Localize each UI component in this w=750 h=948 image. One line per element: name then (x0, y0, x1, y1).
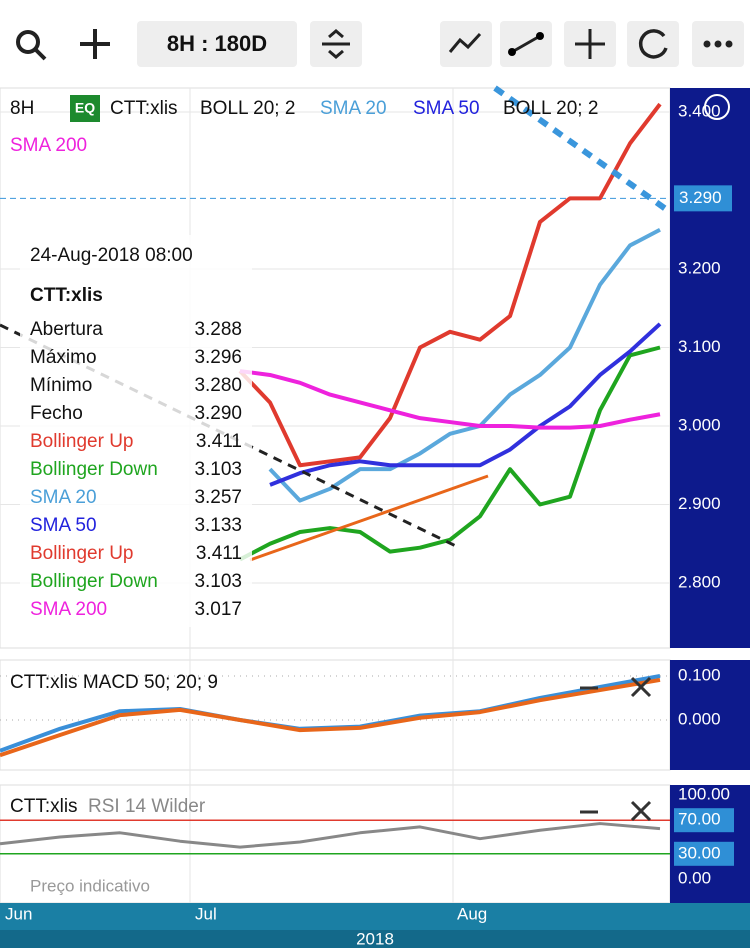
rsi-panel (0, 784, 671, 904)
series-line (269, 322, 662, 487)
tooltip-row-label: Bollinger Up (30, 543, 134, 564)
tooltip-row-label: Abertura (30, 319, 103, 340)
settings-icon[interactable] (704, 94, 730, 120)
series-line (238, 102, 662, 468)
y-tick-label: 30.00 (678, 843, 721, 862)
tooltip-row-value: 3.288 (194, 319, 242, 340)
eq-badge (70, 95, 100, 122)
tooltip-row-value: 3.296 (194, 347, 242, 368)
y-tick-label: 3.400 (678, 101, 721, 120)
tooltip-row-value: 3.103 (194, 459, 242, 480)
series-line (0, 822, 661, 849)
tooltip-row-label: SMA 200 (30, 599, 107, 620)
level-box (674, 841, 734, 866)
refresh-icon (638, 29, 668, 59)
timeframe-label: 8H : 180D (167, 31, 267, 56)
legend-item: BOLL 20; 2 (503, 98, 598, 119)
y-tick-label: 2.800 (678, 572, 721, 591)
tooltip-row-label: Mínimo (30, 375, 92, 396)
legend-item: SMA 50 (413, 98, 480, 119)
y-tick-label: 3.100 (678, 337, 721, 356)
trend-line[interactable] (249, 474, 489, 562)
tooltip (20, 235, 252, 627)
legend-item: SMA 20 (320, 98, 387, 119)
tooltip-row-value: 3.103 (194, 571, 242, 592)
y-tick-label: 3.200 (678, 258, 721, 277)
y-tick-label: 0.100 (678, 665, 721, 684)
tooltip-symbol: CTT:xlis (30, 285, 103, 306)
tooltip-row-value: 3.290 (194, 403, 242, 424)
tooltip-row-value: 3.411 (196, 431, 242, 452)
y-tick-label: 3.000 (678, 415, 721, 434)
price-note: Preço indicativo (30, 876, 150, 895)
month-label: Jul (195, 904, 217, 923)
level-box (674, 808, 734, 833)
tooltip-row-label: Bollinger Up (30, 431, 134, 452)
more-icon (703, 40, 733, 48)
time-axis (0, 903, 750, 930)
tooltip-row-value: 3.017 (194, 599, 242, 620)
tooltip-row-value: 3.280 (194, 375, 242, 396)
legend-interval: 8H (10, 98, 34, 119)
timeframe-button[interactable] (137, 21, 297, 67)
tooltip-row-label: Bollinger Down (30, 459, 158, 480)
add-button[interactable] (80, 29, 110, 59)
tooltip-row-label: SMA 20 (30, 487, 97, 508)
year-bar (0, 930, 750, 948)
tooltip-row-label: Fecho (30, 403, 83, 424)
search-button[interactable] (16, 30, 47, 61)
main-axis (670, 88, 750, 648)
panel-controls[interactable] (580, 676, 652, 822)
draw-icon (508, 32, 544, 56)
tooltip-row-value: 3.257 (194, 487, 242, 508)
series-line (268, 227, 661, 503)
indicators-icon (448, 32, 482, 53)
series-line (239, 369, 661, 430)
tooltip-row-value: 3.133 (194, 515, 242, 536)
eq-badge-label: EQ (75, 100, 95, 116)
tooltip-row-label: Máximo (30, 347, 97, 368)
series-line (239, 345, 661, 562)
month-label: Aug (457, 904, 487, 923)
last-price-box (674, 185, 732, 212)
y-tick-label: 0.00 (678, 868, 711, 887)
tooltip-row-label: SMA 50 (30, 515, 97, 536)
last-price-label: 3.290 (679, 188, 722, 207)
tooltip-row-value: 3.411 (196, 543, 242, 564)
macd-axis (670, 660, 750, 770)
legend-symbol: CTT:xlis (110, 98, 178, 119)
y-tick-label: 100.00 (678, 784, 730, 803)
crosshair-icon (575, 29, 605, 59)
tooltip-row-label: Bollinger Down (30, 571, 158, 592)
tooltip-date: 24-Aug-2018 08:00 (30, 245, 193, 266)
y-tick-label: 70.00 (678, 810, 721, 829)
rsi-symbol: CTT:xlis (10, 796, 78, 817)
refresh-button[interactable] (627, 21, 679, 67)
legend-item: BOLL 20; 2 (200, 98, 295, 119)
y-tick-label: 2.900 (678, 494, 721, 513)
legend-item: SMA 200 (10, 135, 87, 156)
series-line (0, 677, 661, 758)
year-label: 2018 (356, 929, 394, 948)
macd-label: CTT:xlis MACD 50; 20; 9 (10, 672, 218, 693)
expand-icon (322, 29, 350, 59)
rsi-label: RSI 14 Wilder (88, 796, 206, 817)
y-tick-label: 0.000 (678, 709, 721, 728)
month-label: Jun (5, 904, 32, 923)
toolbar (0, 0, 750, 86)
